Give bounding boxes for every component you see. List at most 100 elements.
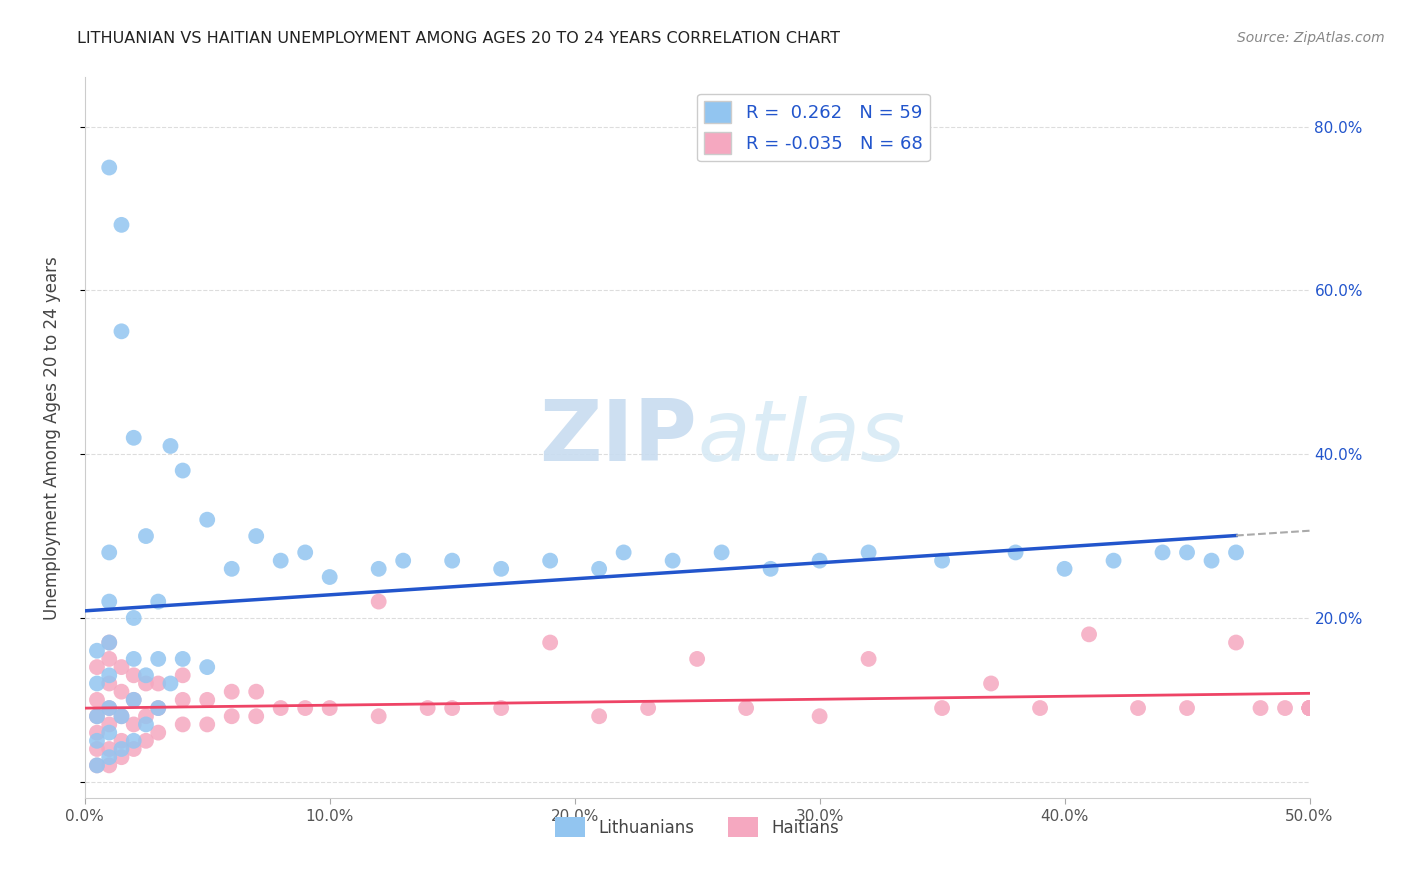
Text: Source: ZipAtlas.com: Source: ZipAtlas.com [1237,31,1385,45]
Point [858,545,880,559]
Point [245,684,267,698]
Point [110,742,132,756]
Point [122,431,145,445]
Point [759,562,782,576]
Point [1175,701,1198,715]
Point [1175,545,1198,559]
Point [135,709,157,723]
Point [122,668,145,682]
Point [661,554,683,568]
Point [148,701,170,715]
Point [538,554,561,568]
Point [858,652,880,666]
Text: atlas: atlas [697,396,905,479]
Point [489,701,512,715]
Point [489,562,512,576]
Point [159,676,181,690]
Point [367,709,389,723]
Point [172,652,194,666]
Text: LITHUANIAN VS HAITIAN UNEMPLOYMENT AMONG AGES 20 TO 24 YEARS CORRELATION CHART: LITHUANIAN VS HAITIAN UNEMPLOYMENT AMONG… [77,31,841,46]
Point [270,554,292,568]
Point [98,676,121,690]
Point [1126,701,1149,715]
Point [135,668,157,682]
Point [86,734,108,748]
Point [195,693,218,707]
Point [637,701,659,715]
Point [148,701,170,715]
Point [808,554,831,568]
Point [98,594,121,608]
Point [86,644,108,658]
Point [172,693,194,707]
Point [416,701,439,715]
Point [588,562,610,576]
Point [367,562,389,576]
Point [98,725,121,739]
Point [931,554,953,568]
Point [318,570,340,584]
Point [98,750,121,764]
Point [686,652,709,666]
Point [172,717,194,731]
Point [122,734,145,748]
Point [441,701,464,715]
Point [110,709,132,723]
Point [367,594,389,608]
Point [148,676,170,690]
Point [148,594,170,608]
Point [86,709,108,723]
Point [98,635,121,649]
Text: ZIP: ZIP [540,396,697,479]
Point [808,709,831,723]
Point [1274,701,1296,715]
Point [148,725,170,739]
Point [1152,545,1174,559]
Point [980,676,1002,690]
Point [613,545,636,559]
Point [1078,627,1101,641]
Point [1004,545,1026,559]
Point [159,439,181,453]
Point [122,611,145,625]
Point [195,660,218,674]
Point [98,161,121,175]
Point [294,701,316,715]
Point [98,668,121,682]
Point [122,693,145,707]
Point [135,529,157,543]
Point [86,742,108,756]
Point [1298,701,1320,715]
Point [98,758,121,772]
Point [86,758,108,772]
Point [710,545,733,559]
Point [1250,701,1272,715]
Point [1029,701,1052,715]
Point [195,717,218,731]
Point [110,218,132,232]
Point [135,734,157,748]
Point [110,660,132,674]
Point [86,660,108,674]
Point [735,701,758,715]
Point [86,709,108,723]
Point [122,717,145,731]
Point [1298,701,1320,715]
Point [538,635,561,649]
Point [270,701,292,715]
Point [1102,554,1125,568]
Point [441,554,464,568]
Point [1298,701,1320,715]
Point [1298,701,1320,715]
Point [221,709,243,723]
Point [1298,701,1320,715]
Point [1053,562,1076,576]
Point [122,693,145,707]
Point [86,758,108,772]
Point [110,750,132,764]
Point [110,709,132,723]
Point [110,684,132,698]
Point [122,652,145,666]
Point [1201,554,1223,568]
Point [195,513,218,527]
